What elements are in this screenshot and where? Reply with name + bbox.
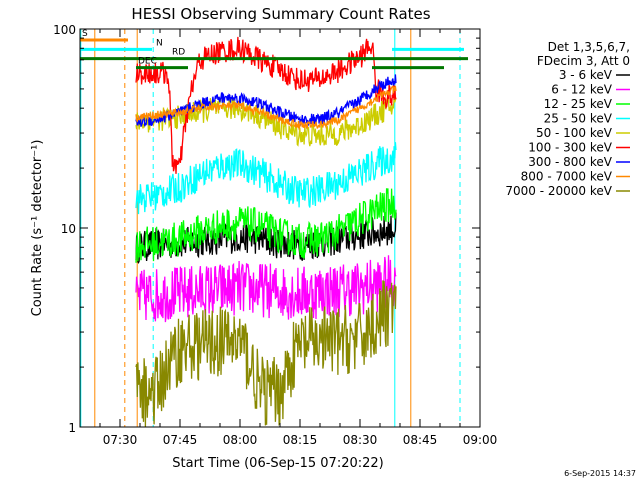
legend-entry: 6 - 12 keV <box>551 83 613 97</box>
series-line <box>135 188 397 263</box>
x-tick-label: 08:00 <box>223 433 258 447</box>
legend: Det 1,3,5,6,7, FDecim 3, Att 0 3 - 6 keV… <box>505 40 630 198</box>
x-tick-label: 09:00 <box>463 433 498 447</box>
footer-timestamp: 6-Sep-2015 14:37 <box>564 469 636 478</box>
legend-entry: 3 - 6 keV <box>559 68 613 82</box>
y-tick-label: 100 <box>53 23 76 37</box>
x-axis-label: Start Time (06-Sep-15 07:20:22) <box>172 456 383 471</box>
y-axis-label: Count Rate (s⁻¹ detector⁻¹) <box>30 140 45 317</box>
x-tick-label: 07:30 <box>103 433 138 447</box>
legend-entry: 25 - 50 keV <box>544 112 613 126</box>
x-tick-label: 07:45 <box>163 433 198 447</box>
series-line <box>135 255 397 323</box>
legend-entry: 50 - 100 keV <box>536 126 613 140</box>
flag-label: N <box>156 38 163 48</box>
axis-ticks: 07:30 07:45 08:00 08:15 08:30 08:45 09:00 1 10 10… <box>53 23 497 447</box>
legend-title-line: FDecim 3, Att 0 <box>537 54 630 68</box>
flag-label: DEC <box>138 57 157 67</box>
series-line <box>135 212 397 264</box>
flag-label: S <box>82 29 88 39</box>
y-tick-label: 10 <box>61 222 76 236</box>
legend-entry: 7000 - 20000 keV <box>505 184 612 198</box>
plot-content: S N RD DEC <box>80 29 468 428</box>
series-line <box>135 36 397 174</box>
legend-entry: 300 - 800 keV <box>528 155 612 169</box>
flag-label: RD <box>172 48 185 58</box>
legend-title-line: Det 1,3,5,6,7, <box>548 40 630 54</box>
legend-entry: 12 - 25 keV <box>544 97 613 111</box>
series-line <box>135 142 397 215</box>
x-tick-label: 08:30 <box>343 433 378 447</box>
legend-entry: 100 - 300 keV <box>528 141 612 155</box>
chart-title: HESSI Observing Summary Count Rates <box>131 5 430 23</box>
x-tick-label: 08:15 <box>283 433 318 447</box>
series-line <box>135 280 397 428</box>
y-tick-label: 1 <box>68 421 76 435</box>
legend-entry: 800 - 7000 keV <box>521 170 613 184</box>
x-tick-label: 08:45 <box>403 433 438 447</box>
series-line <box>135 85 397 131</box>
